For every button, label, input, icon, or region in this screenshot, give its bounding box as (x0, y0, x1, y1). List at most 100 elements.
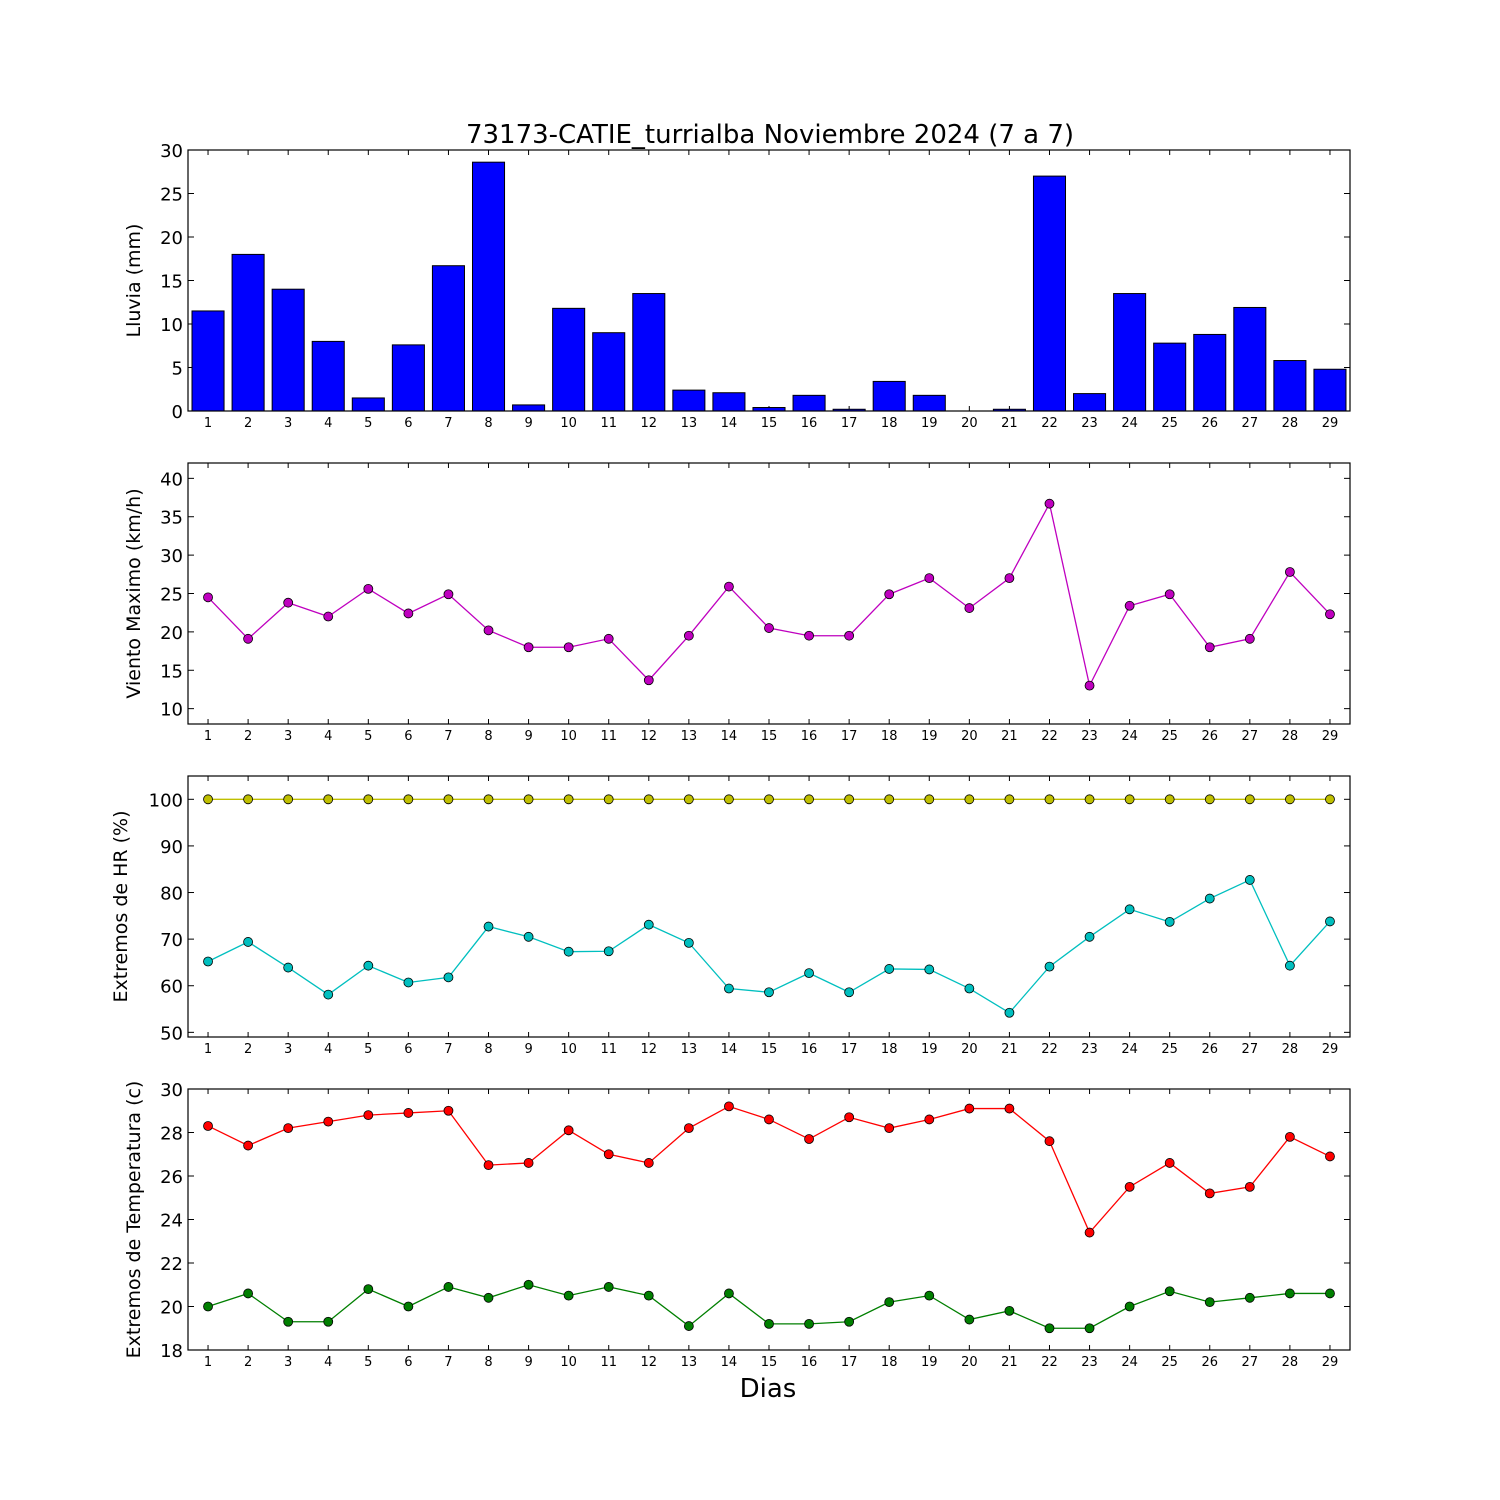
x-tick-label: 21 (1001, 416, 1018, 431)
data-point (403, 1301, 414, 1312)
x-tick-label: 24 (1121, 1042, 1138, 1057)
x-tick-label: 24 (1121, 416, 1138, 431)
data-point (964, 1314, 975, 1325)
rain-bar (1233, 306, 1267, 412)
x-tick-label: 2 (244, 416, 252, 431)
rain-bar (271, 288, 305, 412)
rain-bar (552, 307, 586, 412)
data-point (643, 919, 654, 930)
data-point (724, 794, 734, 805)
y-tick-label: 25 (160, 185, 183, 206)
data-point (1284, 960, 1295, 971)
y-tick-label: 100 (149, 790, 183, 811)
data-point (1204, 893, 1215, 904)
data-point (1204, 794, 1215, 805)
data-point (1325, 1151, 1335, 1162)
data-point (884, 1297, 895, 1308)
rain-bar (311, 340, 345, 412)
y-axis-title: Viento Maximo (km/h) (123, 488, 145, 698)
x-tick-label: 15 (761, 1355, 778, 1370)
data-point (523, 1158, 534, 1168)
data-point (363, 583, 374, 594)
x-tick-label: 13 (681, 1355, 698, 1370)
rain-bar (872, 380, 906, 412)
y-tick-label: 15 (160, 661, 183, 682)
data-point (243, 1288, 254, 1299)
rain-bar (1073, 393, 1107, 412)
data-point (1204, 1297, 1215, 1308)
data-point (964, 1103, 975, 1114)
rain-bar (592, 332, 626, 412)
data-point (1044, 498, 1055, 509)
data-point (323, 1316, 334, 1327)
data-point (1044, 961, 1055, 972)
rain-bar (351, 397, 385, 412)
data-point (724, 983, 734, 994)
x-tick-label: 23 (1081, 1355, 1098, 1370)
x-tick-label: 28 (1282, 1042, 1299, 1057)
data-point (523, 1279, 534, 1290)
y-tick-label: 80 (160, 884, 183, 905)
x-tick-label: 22 (1041, 1355, 1058, 1370)
data-point (643, 1290, 654, 1301)
data-point (764, 1114, 774, 1125)
data-point (924, 573, 935, 584)
data-point (363, 794, 374, 805)
x-tick-label: 16 (801, 416, 818, 431)
x-tick-label: 12 (641, 1355, 658, 1370)
rain-bar (1113, 293, 1147, 412)
data-point (243, 633, 254, 644)
data-point (1244, 794, 1255, 805)
x-tick-label: 11 (600, 729, 617, 744)
x-tick-label: 12 (641, 729, 658, 744)
x-tick-label: 1 (204, 1355, 212, 1370)
x-tick-label: 12 (641, 1042, 658, 1057)
plot-frame (187, 149, 1351, 412)
x-tick-label: 15 (761, 729, 778, 744)
y-tick-label: 60 (160, 977, 183, 998)
data-point (323, 611, 334, 622)
x-tick-label: 11 (600, 416, 617, 431)
data-point (603, 1149, 614, 1160)
x-tick-label: 23 (1081, 729, 1098, 744)
x-tick-label: 21 (1001, 1355, 1018, 1370)
data-point (844, 987, 855, 998)
y-tick-label: 70 (160, 930, 183, 951)
rain-bar (1153, 342, 1187, 412)
x-tick-label: 19 (921, 416, 938, 431)
x-tick-label: 14 (721, 1355, 738, 1370)
y-tick-label: 35 (160, 508, 183, 529)
data-point (724, 1288, 734, 1299)
data-point (844, 630, 855, 641)
x-tick-label: 8 (484, 1042, 492, 1057)
x-tick-label: 6 (404, 1355, 412, 1370)
x-tick-label: 17 (841, 729, 858, 744)
y-tick-label: 18 (160, 1341, 183, 1362)
data-point (1325, 916, 1335, 927)
y-tick-label: 30 (160, 1080, 183, 1101)
x-tick-label: 6 (404, 416, 412, 431)
x-tick-label: 4 (324, 1355, 332, 1370)
x-tick-label: 3 (284, 416, 292, 431)
x-tick-label: 26 (1201, 1042, 1218, 1057)
data-point (563, 946, 574, 957)
data-point (1004, 1007, 1015, 1018)
data-point (323, 794, 334, 805)
x-tick-label: 25 (1161, 416, 1178, 431)
data-point (443, 972, 454, 983)
x-tick-label: 20 (961, 1355, 978, 1370)
x-tick-label: 14 (721, 416, 738, 431)
data-point (1325, 609, 1335, 620)
x-tick-label: 7 (444, 1042, 452, 1057)
x-tick-label: 1 (204, 729, 212, 744)
data-point (683, 937, 694, 948)
data-point (283, 597, 294, 608)
x-tick-label: 16 (801, 729, 818, 744)
rain-bar (512, 404, 546, 412)
x-tick-label: 11 (600, 1355, 617, 1370)
data-point (884, 1123, 895, 1134)
y-axis-title: Extremos de HR (%) (110, 810, 132, 1002)
data-point (643, 1158, 654, 1168)
